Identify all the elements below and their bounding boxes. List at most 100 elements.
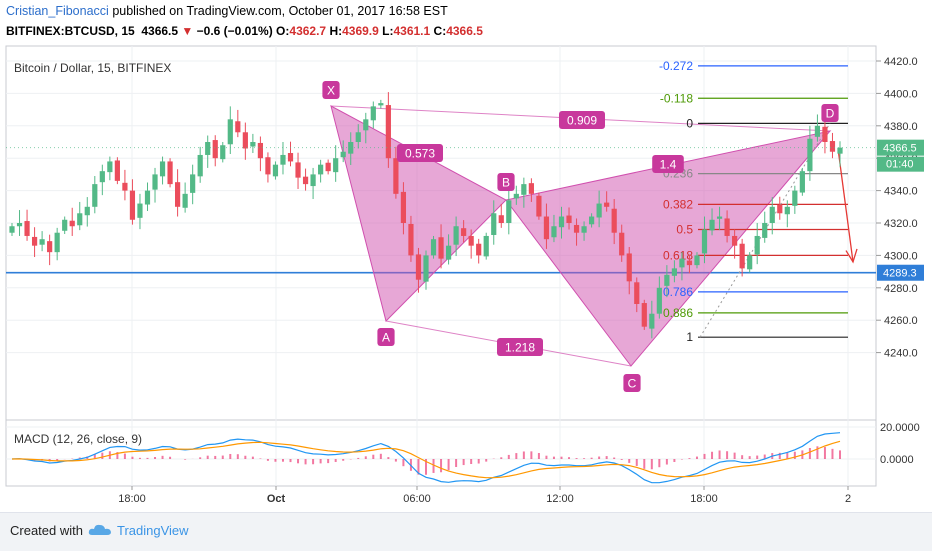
fib-retracement[interactable]: -0.272-0.11800.2360.3820.50.6180.7860.88… [659,59,858,344]
candle-body [9,226,15,233]
price-tick-label-8: 4260.0 [884,315,918,327]
candle [159,156,166,185]
candle [566,207,572,230]
current-price-badge: 4366.5 [883,143,917,155]
candle [461,220,467,243]
candle-body [159,161,166,177]
candle-body [423,255,429,282]
candle-body [197,154,203,177]
candle-body [175,182,181,207]
candle [318,159,324,183]
chart-area[interactable]: Bitcoin / Dollar, 15, BITFINEX -0.272 -0.… [0,0,932,512]
candle [47,234,53,266]
fib-label-5: 0.5 [676,222,693,236]
candle [31,227,38,258]
candle-body [272,164,279,177]
candle [393,146,399,199]
candle [77,201,83,231]
candle [558,206,565,239]
candle-body [528,183,534,194]
candle-body [747,255,753,270]
countdown-bg [877,156,924,172]
candle [24,209,30,241]
candle [611,199,617,245]
price-axis[interactable]: 4420.04400.04380.04360.04340.04320.04300… [876,56,924,360]
candle-body [92,184,98,207]
candle [491,200,497,245]
published-text: published on TradingView.com, October 01… [112,4,448,18]
author-link[interactable]: Cristian_Fibonacci [6,4,109,18]
candle [84,197,90,227]
ratio-xb-label: 0.573 [405,147,435,161]
point-x-label-bg [322,81,340,99]
candle-body [754,235,760,255]
candle [295,152,301,189]
fib-label-6: 0.618 [663,248,693,262]
candle-body [107,161,113,173]
candle-body [656,287,662,314]
candle [769,197,775,235]
open-value: 4362.7 [289,24,327,38]
candle [445,234,452,265]
candle [333,145,339,182]
candle [9,223,15,236]
candle-body [483,235,489,257]
candle-body [47,241,53,253]
candle [408,215,414,262]
candle [679,252,685,281]
candle-body [62,219,68,231]
point-a-label: A [382,331,390,345]
candle-body [16,223,23,227]
hline-price-badge: 4289.3 [883,268,917,280]
candle-body [829,141,836,152]
pattern-labels: X A B C D 0.573 1.218 0.909 1.4 [322,81,839,392]
candle [16,210,23,236]
fib-label-2: 0 [686,116,693,130]
publish-line: Cristian_Fibonacci published on TradingV… [6,4,448,18]
candle [302,168,309,191]
point-b-label-bg [497,173,515,191]
candle [272,161,279,180]
down-arrow-icon: ▼ [181,24,194,38]
candle-body [408,223,414,256]
candle [589,213,595,228]
candle-body [137,203,143,218]
candle [551,214,557,243]
candle [739,238,745,277]
candle-body [799,171,805,193]
time-axis[interactable]: 18:00 Oct 06:00 12:00 18:00 2 [118,486,851,505]
candle-body [784,206,790,215]
candle [747,252,753,273]
tradingview-brand[interactable]: TradingView [117,523,189,538]
candle-body [318,164,324,175]
point-x-label: X [327,84,335,98]
candle [498,203,504,228]
candle [287,141,294,167]
candle-body [596,203,602,218]
candle [716,206,723,231]
time-tick-label-2: 06:00 [403,493,431,505]
candle [709,208,715,236]
macd-line [11,432,841,484]
candle [242,122,248,160]
candle-body [430,239,437,256]
candle-body [701,229,708,254]
macd-tick-label-1: 0.0000 [880,454,914,466]
candle-body [257,142,263,159]
candle-body [205,142,211,155]
price-tick-label-1: 4400.0 [884,88,918,100]
candle-body [724,218,730,236]
candle [370,101,376,129]
candle-body [634,282,640,304]
candle-body [122,182,128,191]
candle-body [709,219,715,231]
candle [596,190,602,228]
candle-body [333,158,339,173]
candle-body [39,239,45,245]
candle [250,133,256,154]
ratio-xd-label: 0.909 [567,114,597,128]
candle [175,169,181,217]
candle-body [611,208,617,233]
candle-body [363,119,369,131]
last-price: 4366.5 [141,24,179,38]
